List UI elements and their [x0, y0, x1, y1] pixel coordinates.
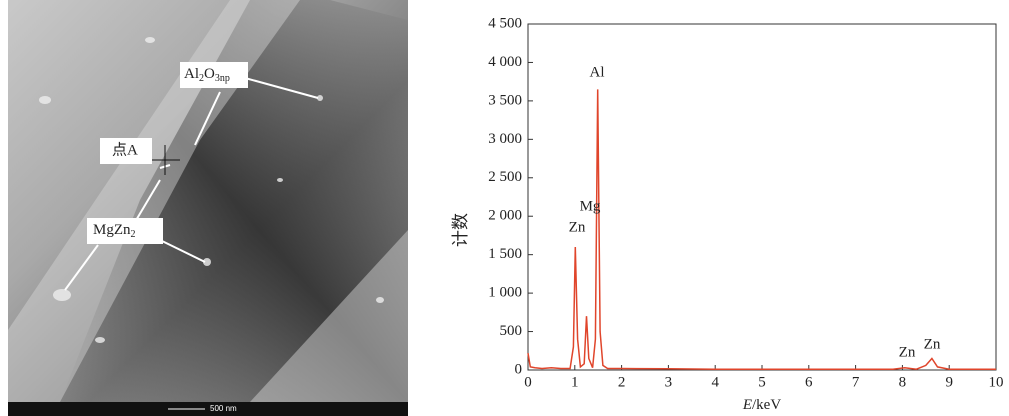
- x-axis-label-part: E: [742, 397, 752, 413]
- label: 点A: [112, 141, 138, 158]
- y-tick-label: 3 000: [488, 131, 522, 147]
- y-tick-label: 1 500: [488, 246, 522, 262]
- scale-bar-label: 500 nm: [210, 404, 237, 413]
- x-tick-label: 6: [805, 374, 813, 390]
- y-tick-label: 4 000: [488, 54, 522, 70]
- label-part: MgZn: [93, 222, 131, 238]
- x-tick-label: 2: [618, 374, 626, 390]
- label: Al2O3np: [184, 66, 230, 84]
- x-tick-label: 3: [665, 374, 673, 390]
- peak-annotation: Zn: [899, 344, 916, 360]
- x-axis-label: E/keV: [742, 397, 781, 413]
- micrograph: 500 nm Al2O3np 点A MgZn2: [8, 0, 408, 416]
- label-part: O: [204, 66, 215, 82]
- x-tick-label: 4: [711, 374, 719, 390]
- y-tick-label: 500: [500, 323, 523, 339]
- peak-annotation: Zn: [924, 336, 941, 352]
- x-tick-label: 5: [758, 374, 766, 390]
- y-axis-label: 计数: [451, 213, 470, 247]
- label: MgZn2: [93, 222, 136, 240]
- x-tick-label: 1: [571, 374, 579, 390]
- x-tick-label: 7: [852, 374, 860, 390]
- label-part: Al: [184, 66, 199, 82]
- x-axis-label-part: /keV: [752, 397, 781, 413]
- peak-annotation: Mg: [580, 198, 601, 214]
- label-sub: 3np: [215, 73, 230, 84]
- y-tick-label: 3 500: [488, 92, 522, 108]
- x-tick-label: 0: [524, 374, 532, 390]
- y-tick-label: 2 000: [488, 208, 522, 224]
- chart: 计数 E/keV 0 500 1 000 1 500 2 000 2 500 3 000 3 …: [451, 15, 1004, 413]
- y-tick-label: 0: [515, 361, 523, 377]
- y-tick-label: 1 000: [488, 285, 522, 301]
- peak-annotation: Al: [590, 64, 605, 80]
- y-tick-label: 2 500: [488, 169, 522, 185]
- label-sub: 2: [131, 229, 136, 240]
- x-tick-label: 8: [899, 374, 907, 390]
- peak-annotation: Zn: [569, 219, 586, 235]
- y-tick-label: 4 500: [488, 15, 522, 31]
- label-sub: 2: [199, 73, 204, 84]
- x-tick-label: 10: [989, 374, 1004, 390]
- spectrum-line: [527, 89, 996, 370]
- x-tick-label: 9: [945, 374, 953, 390]
